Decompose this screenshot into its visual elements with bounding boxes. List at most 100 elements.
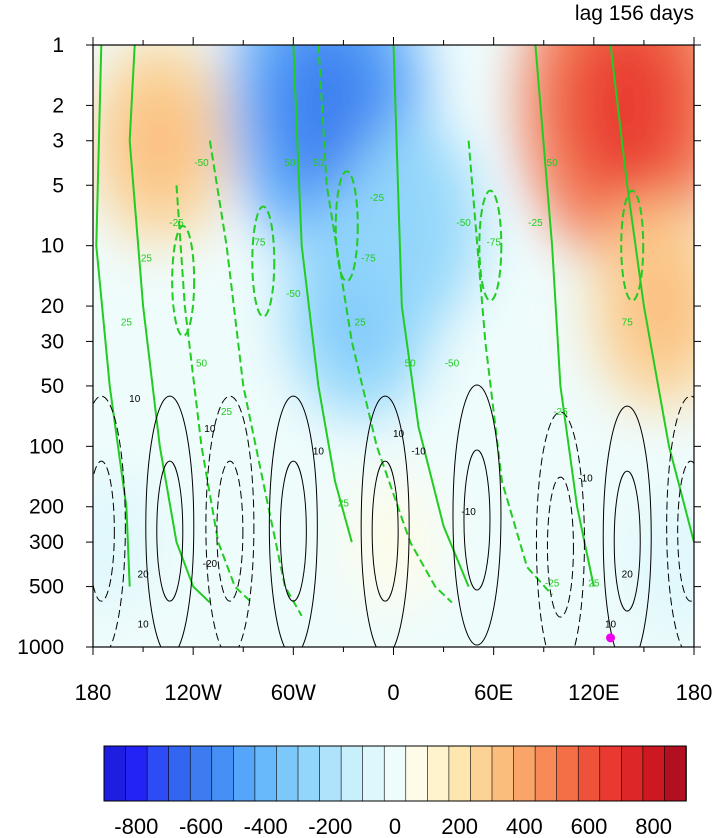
- shading-layer: [93, 45, 694, 640]
- shading-core: [371, 168, 449, 284]
- x-axis: 180 120W 60W 0 60E 120E 180: [75, 37, 712, 705]
- green-contour-label: -25: [528, 218, 543, 229]
- black-contour-label: 10: [204, 424, 216, 435]
- y-tick-label: 30: [41, 330, 64, 353]
- black-contour-label: 20: [138, 569, 150, 580]
- green-contour-label: -25: [169, 218, 184, 229]
- contour-labels: 25 25 50 50 -50 -50 -50 -25 -25 75 -75 -75 25 25 50 50 -…: [121, 158, 633, 631]
- black-contour-outer: [268, 395, 318, 647]
- colorbar-swatch: [664, 745, 687, 802]
- y-tick-label: 100: [29, 435, 64, 458]
- colorbar-swatch: [254, 745, 278, 802]
- y-tick-label: 200: [29, 496, 64, 519]
- colorbar-swatch: [340, 745, 364, 802]
- shading-core: [271, 45, 382, 188]
- colorbar-swatch: [362, 745, 386, 802]
- x-tick-label: 60W: [271, 680, 316, 705]
- green-contour-line: [175, 185, 253, 604]
- y-axis: 1 2 3 5 10 20 30 50 100 200 300 500 1000: [17, 34, 701, 659]
- colorbar-swatch: [276, 745, 299, 802]
- green-contour-loop: [251, 205, 276, 318]
- colorbar-tick-label: 400: [506, 814, 543, 838]
- black-contour-label: -10: [411, 447, 426, 458]
- y-tick-label: 10: [41, 235, 64, 258]
- green-contour-label: -25: [553, 407, 568, 418]
- green-contour-label: -25: [370, 193, 385, 204]
- black-contour-inner: [613, 470, 641, 612]
- colorbar: -800 -600 -400 -200 0 200 400 600 800: [103, 745, 687, 838]
- y-tick-label: 1000: [17, 636, 64, 659]
- green-contour-label: 50: [284, 158, 296, 169]
- green-contour-label: 50: [405, 358, 417, 369]
- y-tick-label: 20: [41, 295, 64, 318]
- black-contour-label: -20: [203, 559, 218, 570]
- green-contour-label: 50: [196, 358, 208, 369]
- green-contour-label: -50: [456, 218, 471, 229]
- black-contour-label: 10: [393, 429, 405, 440]
- black-contour-inner: [546, 476, 574, 618]
- black-contour-inner: [216, 460, 244, 602]
- colorbar-swatch: [470, 745, 493, 802]
- black-contour-inner: [371, 460, 399, 602]
- black-contour-outer: [666, 395, 694, 647]
- shading-blob: [348, 474, 439, 610]
- green-contours: [95, 45, 694, 617]
- green-contour-label: 25: [141, 254, 153, 265]
- green-contour-label: 25: [221, 407, 233, 418]
- colorbar-swatch: [103, 745, 127, 802]
- colorbar-swatch: [513, 745, 536, 802]
- green-contour-label: -50: [445, 358, 460, 369]
- colorbar-swatch: [211, 745, 235, 802]
- colorbar-swatch: [556, 745, 580, 802]
- green-contour-loop: [620, 189, 645, 302]
- black-contours: [93, 384, 694, 647]
- x-tick-label: 120W: [164, 680, 222, 705]
- y-tick-label: 2: [52, 94, 64, 117]
- black-contour-inner: [156, 460, 184, 602]
- colorbar-tick-label: -600: [179, 814, 223, 838]
- green-contour-line: [609, 45, 694, 543]
- colorbar-swatch: [427, 745, 450, 802]
- black-contour-inner: [93, 460, 115, 602]
- colorbar-frame: [103, 745, 687, 802]
- colorbar-swatch: [491, 745, 515, 802]
- black-contour-outer: [93, 395, 126, 647]
- colorbar-swatch: [125, 745, 148, 802]
- green-contour-label: 75: [622, 318, 634, 329]
- colorbar-swatch: [577, 745, 601, 802]
- green-contour-loop: [478, 189, 503, 302]
- black-contour-inner: [279, 460, 307, 602]
- shading-core: [568, 45, 686, 193]
- colorbar-swatch: [621, 745, 644, 802]
- green-contour-line: [128, 45, 211, 604]
- black-contour-outer: [360, 395, 410, 647]
- y-tick-label: 3: [52, 130, 64, 153]
- green-contour-label: -50: [194, 158, 209, 169]
- colorbar-swatch: [534, 745, 558, 802]
- y-tick-label: 1: [52, 34, 64, 57]
- green-contour-line: [467, 140, 553, 596]
- green-contour-label: -25: [545, 579, 560, 590]
- colorbar-tick-label: 800: [635, 814, 672, 838]
- colorbar-tick-label: 600: [571, 814, 608, 838]
- colorbar-tick-label: -400: [244, 814, 288, 838]
- colorbar-tick-label: -800: [114, 814, 158, 838]
- colorbar-swatch: [168, 745, 192, 802]
- y-tick-label: 5: [52, 174, 64, 197]
- green-contour-loop: [171, 225, 196, 338]
- colorbar-tick-label: -200: [308, 814, 352, 838]
- black-contour-inner: [677, 460, 694, 602]
- colorbar-swatch: [405, 745, 429, 802]
- green-contour-line: [534, 45, 595, 587]
- green-contour-label: -75: [486, 238, 501, 249]
- black-contour-label: 10: [313, 447, 325, 458]
- colorbar-swatch: [599, 745, 623, 802]
- colorbar-swatch: [383, 745, 407, 802]
- shading-blob: [93, 471, 157, 613]
- x-tick-label: 60E: [474, 680, 513, 705]
- location-marker: [606, 633, 616, 643]
- black-contour-inner: [463, 449, 491, 591]
- green-contour-loop: [334, 170, 359, 283]
- colorbar-swatch: [146, 745, 170, 802]
- black-contour-label: 10: [129, 394, 141, 405]
